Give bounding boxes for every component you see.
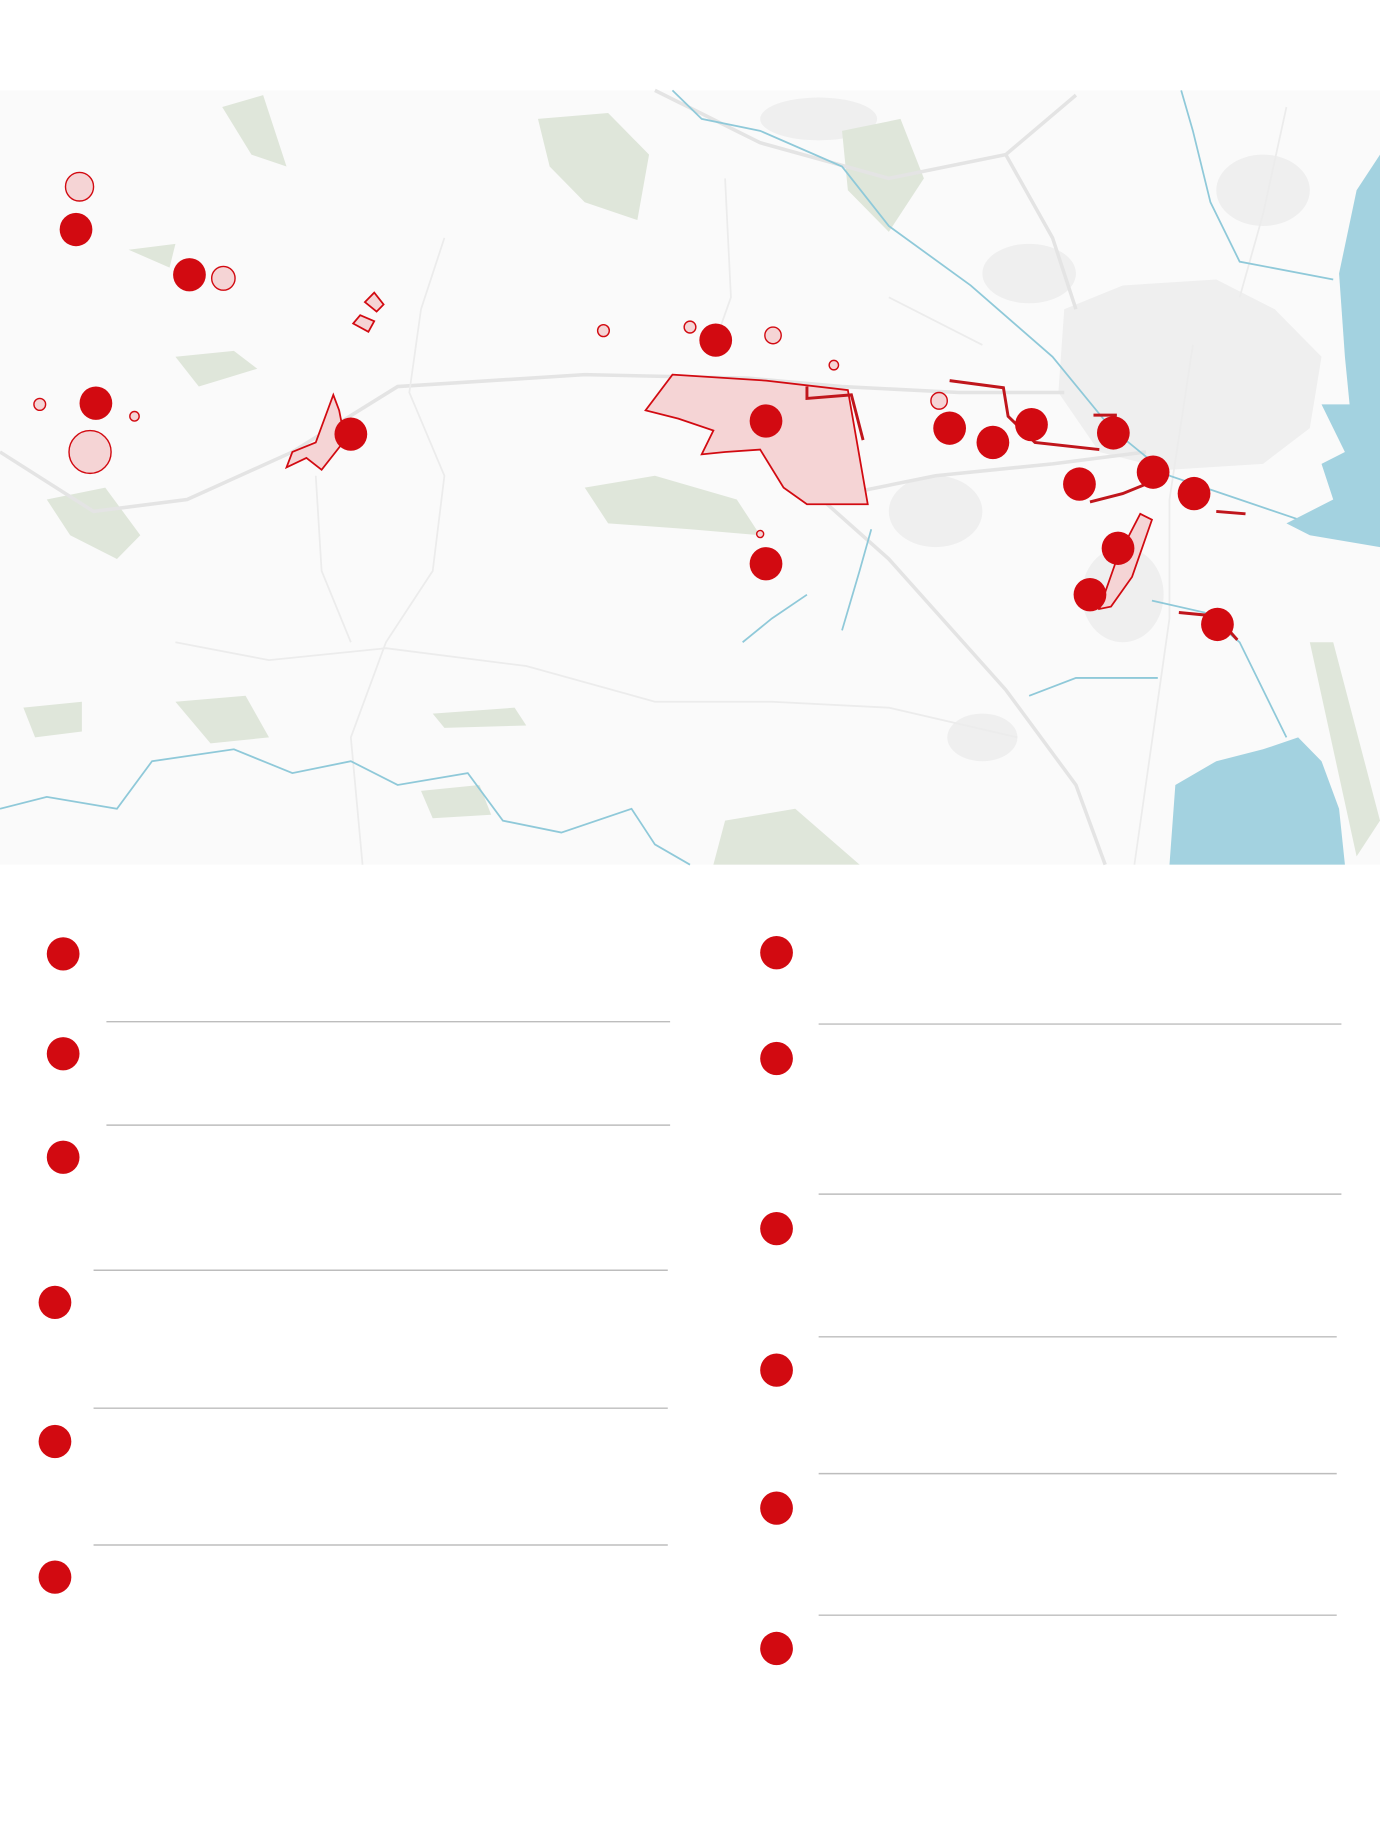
- green-areas: [23, 95, 1380, 865]
- list-separators: [93, 1020, 1342, 1616]
- port: [1286, 404, 1380, 548]
- roads: [0, 88, 1288, 866]
- lagoon: [1169, 737, 1345, 865]
- list-markers: [38, 936, 793, 1666]
- incident-markers: [59, 212, 1234, 642]
- incident-list: [38, 936, 1342, 1666]
- minor-incidents: [33, 171, 948, 539]
- map: [0, 88, 1380, 866]
